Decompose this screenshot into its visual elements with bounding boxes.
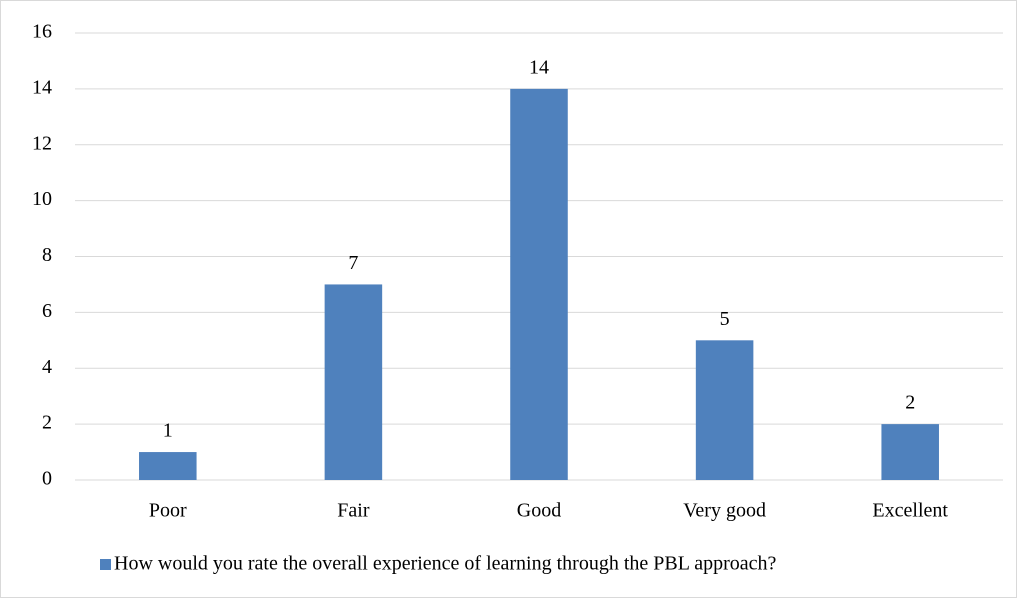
bar — [695, 340, 754, 480]
y-tick-label: 6 — [42, 300, 52, 322]
bar — [324, 284, 383, 480]
data-label: 1 — [163, 420, 173, 442]
y-tick-label: 14 — [32, 76, 52, 98]
x-tick-label: Good — [517, 500, 561, 522]
legend-swatch — [100, 559, 111, 570]
data-label: 14 — [529, 56, 549, 78]
x-tick-label: Very good — [683, 500, 766, 522]
data-label: 5 — [720, 308, 730, 330]
bar — [139, 452, 197, 480]
x-tick-label: Poor — [149, 500, 187, 522]
data-label: 2 — [905, 392, 915, 414]
y-tick-label: 8 — [42, 244, 52, 266]
legend-label: How would you rate the overall experienc… — [114, 553, 776, 575]
x-tick-label: Fair — [337, 500, 370, 522]
x-tick-label: Excellent — [872, 500, 948, 522]
y-tick-label: 16 — [32, 21, 52, 43]
y-tick-label: 10 — [32, 188, 52, 210]
y-tick-label: 0 — [42, 468, 52, 490]
y-tick-label: 2 — [42, 412, 52, 434]
data-label: 7 — [348, 252, 358, 274]
y-tick-label: 4 — [42, 356, 52, 378]
y-tick-label: 12 — [32, 132, 52, 154]
bar — [881, 424, 939, 480]
bar — [510, 88, 568, 480]
